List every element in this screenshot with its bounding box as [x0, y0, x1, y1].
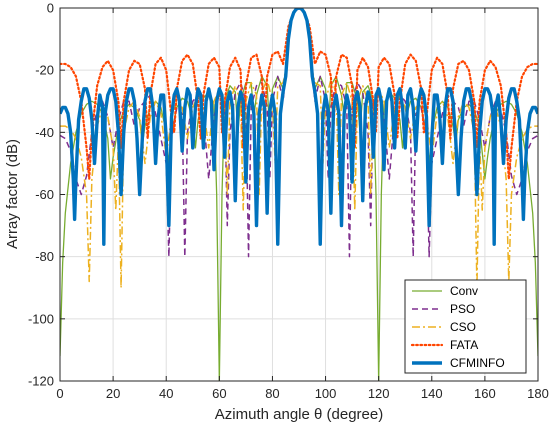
y-tick-label: -40 — [35, 125, 54, 140]
y-tick-label: 0 — [47, 1, 54, 16]
legend-label-cfminfo: CFMINFO — [450, 356, 505, 370]
x-tick-label: 80 — [265, 386, 279, 401]
legend-label-cso: CSO — [450, 320, 476, 334]
x-tick-label: 40 — [159, 386, 173, 401]
y-tick-label: -100 — [28, 311, 54, 326]
legend: Conv PSO CSO FATA CFMINFO — [404, 279, 527, 374]
legend-label-fata: FATA — [450, 338, 478, 352]
x-tick-label: 180 — [527, 386, 549, 401]
x-tick-label: 120 — [368, 386, 390, 401]
series-line-cfminfo — [60, 8, 538, 246]
x-tick-label: 100 — [315, 386, 337, 401]
y-tick-label: -20 — [35, 63, 54, 78]
y-tick-label: -60 — [35, 187, 54, 202]
x-axis-label: Azimuth angle θ (degree) — [215, 406, 383, 423]
series-line-cso — [60, 8, 538, 289]
series-line-fata — [60, 8, 538, 181]
y-tick-label: -80 — [35, 249, 54, 264]
x-tick-label: 60 — [212, 386, 226, 401]
legend-box — [404, 279, 527, 374]
legend-label-pso: PSO — [450, 302, 475, 316]
y-axis-label: Array factor (dB) — [4, 139, 21, 249]
legend-label-conv: Conv — [450, 284, 478, 298]
x-tick-label: 140 — [421, 386, 443, 401]
x-tick-label: 160 — [474, 386, 496, 401]
ticks: 0 20 40 60 80 100 120 140 160 180 0 -20 -40 -60 -80 -10… — [28, 1, 549, 402]
series-group — [60, 8, 538, 381]
y-tick-label: -120 — [28, 374, 54, 389]
x-tick-label: 20 — [106, 386, 120, 401]
x-tick-label: 0 — [56, 386, 63, 401]
